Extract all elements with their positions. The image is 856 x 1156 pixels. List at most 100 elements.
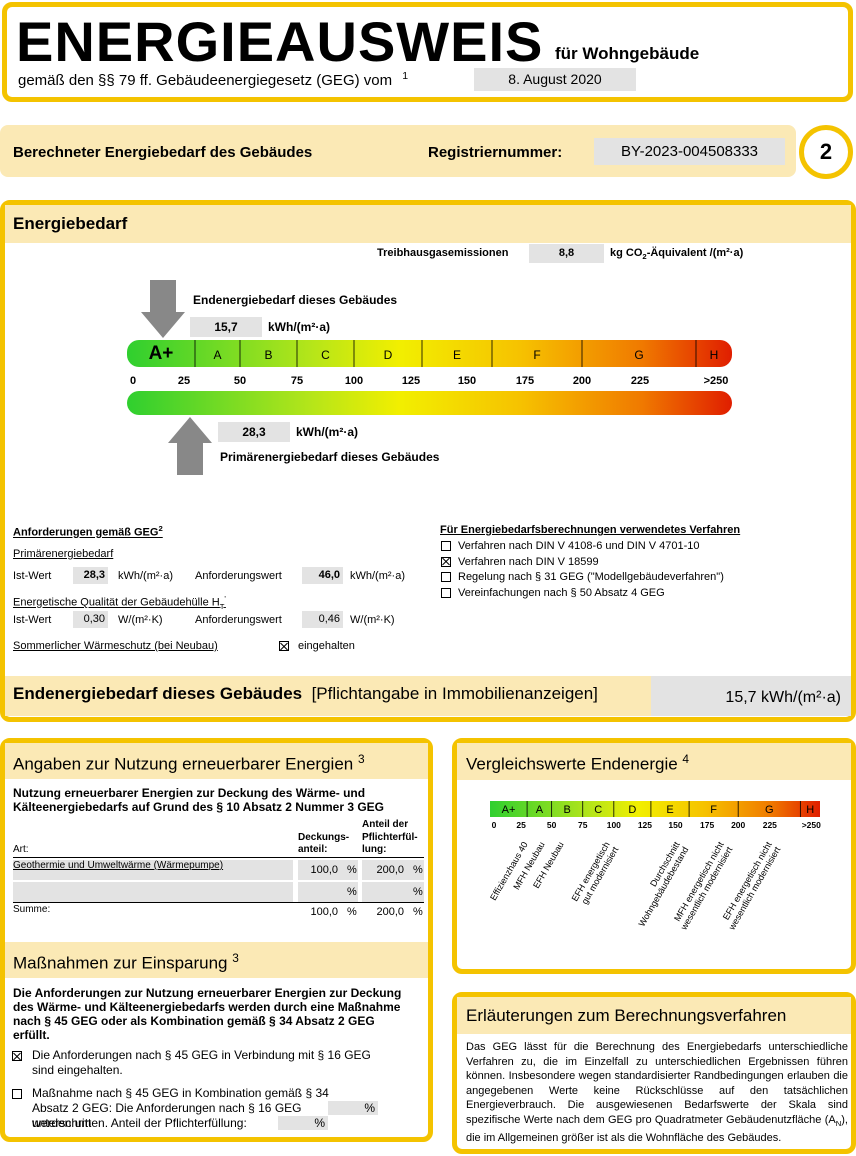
cell-value: 200,0 [376,864,404,876]
tick-label: 125 [638,820,652,830]
class-label: C [321,348,330,362]
final-line: Endenergiebedarf dieses Gebäudes [Pflich… [13,684,598,704]
final-demand-value: 15,7 [190,317,262,337]
benchmark-label: EFH energetischgut modernisiert [570,840,621,908]
class-label: A+ [149,343,174,364]
date: 8. August 2020 [474,68,636,91]
class-label: F [533,348,540,362]
req-footnote: 2 [158,524,163,533]
method-label: Verfahren nach DIN V 18599 [458,555,599,568]
measure-unit: % [328,1101,378,1115]
basis-text: gemäß den §§ 79 ff. Gebäudeenergiegesetz… [18,72,393,89]
required-label: Anforderungswert [195,570,282,582]
final-band [5,676,651,716]
class-label: F [710,804,717,816]
explanation-box [452,992,856,1154]
class-label: D [384,348,393,362]
row-bg [362,860,424,880]
cell-unit: % [413,886,423,898]
tick-label: 25 [178,375,190,387]
measure-item-2: unterschritten. Anteil der Pflichterfüll… [32,1116,247,1130]
method-label: Vereinfachungen nach § 50 Absatz 4 GEG [458,586,665,599]
summer-label: eingehalten [298,640,355,652]
table-header: lung: [362,844,387,855]
cell-value: 200,0 [376,906,404,918]
final-value: 15,7 kWh/(m²·a) [651,676,851,716]
cell-unit: % [413,906,423,918]
summer-title: Sommerlicher Wärmeschutz (bei Neubau) [13,640,218,652]
tick-label: 225 [763,820,777,830]
tick-label: 150 [458,375,476,387]
tick-label: 0 [130,375,136,387]
explanation-header [457,997,851,1034]
actual-label-2: Ist-Wert [13,614,52,626]
energy-scale: A+ A B C D E F G H 0 25 50 75 100 125 150 175 200 225 >250 [127,280,732,475]
class-label: D [628,804,636,816]
comparison-footnote: 4 [682,752,690,766]
doc-subtitle: für Wohngebäude [555,44,700,63]
method-checkbox [441,587,451,598]
primary-demand-label: Primärenergiebedarf dieses Gebäudes [220,450,440,464]
class-label: A+ [502,804,516,816]
row-bg [13,860,293,880]
tick-label: 175 [700,820,714,830]
cell-unit: % [347,864,357,876]
row-bg [298,882,358,902]
doc-title: ENERGIEAUSWEIS [16,10,544,73]
envelope-unit-2: W/(m²·K) [350,614,395,626]
tick-label: 225 [631,375,649,387]
primary-required: 46,0 [302,567,343,584]
ghg-unit-sub: 2 [642,252,647,262]
measure-unit-2: % [278,1116,328,1130]
ghg-label: Treibhausgasemissionen [377,247,509,259]
envelope-unit: W/(m²·K) [118,614,163,626]
tick-label: 25 [516,820,526,830]
primary-demand-value: 28,3 [218,422,290,442]
tick-label: 50 [547,820,557,830]
tick-label: 0 [492,820,497,830]
tick-label: 150 [668,820,682,830]
comparison-bar [490,801,820,817]
methods-title: Für Energiebedarfsberechnungen verwendet… [440,524,741,536]
explanation-body: Das GEG lässt für die Berechnung des Ene… [466,1041,848,1126]
ghg-value: 8,8 [529,244,604,263]
final-demand-unit: kWh/(m²·a) [268,320,330,334]
table-rule [13,857,424,858]
class-label: G [765,804,774,816]
primary-unit: kWh/(m²·a) [118,570,173,582]
explanation-sub: N [835,1118,842,1128]
tick-label: >250 [802,820,821,830]
tick-label: 200 [573,375,591,387]
table-header: Anteil der [362,819,409,830]
table-header: Pflichterfül- [362,831,418,843]
energy-title: Energiebedarf [13,214,128,233]
class-label: E [666,804,673,816]
actual-label: Ist-Wert [13,570,52,582]
method-checkbox [441,572,451,582]
final-demand-label: Endenergiebedarf dieses Gebäudes [193,293,398,307]
explanation-title: Erläuterungen zum Berechnungsverfahren [466,1006,787,1025]
footnote: 1 [402,70,409,82]
class-label: A [213,348,221,362]
req-primary-title: Primärenergiebedarf [13,548,114,560]
row-bg [362,882,424,902]
class-label: B [564,804,571,816]
row-label: Geothermie und Umweltwärme (Wärmepumpe) [13,860,224,871]
basis: gemäß den §§ 79 ff. Gebäudeenergiegesetz… [18,70,408,89]
measures-title-text: Maßnahmen zur Einsparung [13,953,228,973]
envelope-title: Energetische Qualität der Gebäudehülle H… [13,594,226,611]
tick-label: 75 [578,820,588,830]
table-header: anteil: [298,844,328,855]
class-label: C [594,804,602,816]
table-header: Deckungs- [298,831,350,843]
comparison-title-text: Vergleichswerte Endenergie [466,754,678,774]
method-checkbox [441,541,451,551]
measures-intro: Die Anforderungen zur Nutzung erneuerbar… [13,986,402,1042]
ghg-unit: kg CO2-Äquivalent /(m²·a) [610,247,743,261]
class-label: B [264,348,272,362]
banner-label: Berechneter Energiebedarf des Gebäudes [13,144,313,161]
measure-item: Maßnahme nach § 45 GEG in Kombination ge… [32,1086,329,1130]
measure-checkbox [12,1051,22,1061]
